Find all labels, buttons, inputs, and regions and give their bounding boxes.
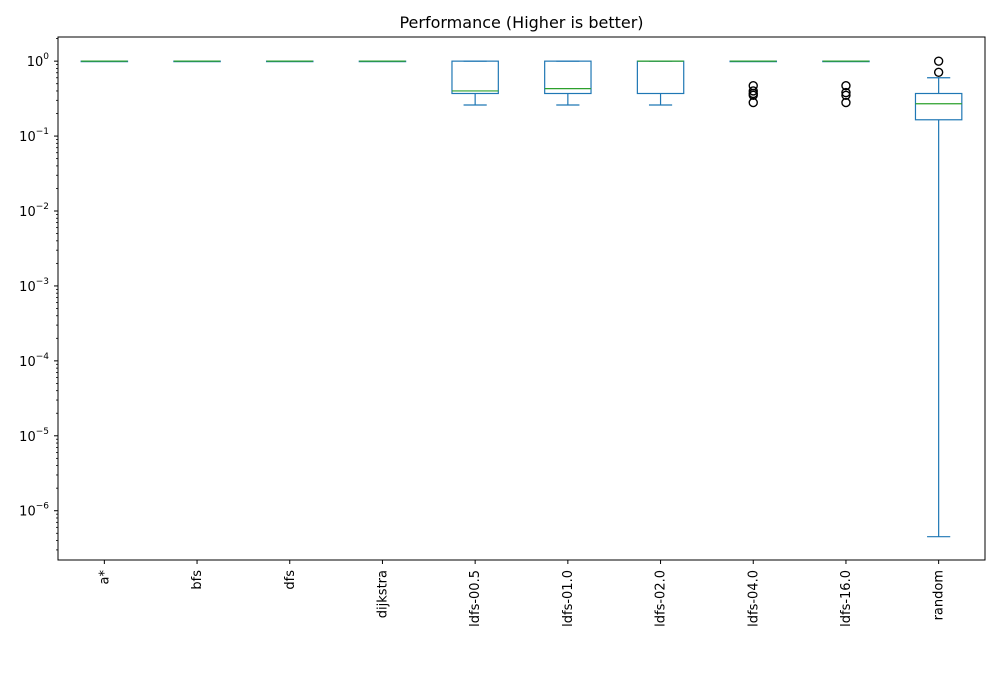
y-tick-base: 10 (19, 205, 36, 220)
y-tick-exponent: −5 (36, 427, 49, 437)
box-dfs (265, 60, 314, 63)
y-tick-label: 10−4 (19, 352, 49, 370)
x-tick-label: dijkstra (375, 570, 390, 618)
y-tick-label: 10−5 (19, 427, 49, 445)
box-iqr (636, 60, 685, 95)
outlier-point (841, 81, 851, 91)
y-tick-base: 10 (19, 430, 36, 445)
y-tick-exponent: −4 (36, 352, 50, 362)
box-a* (80, 60, 129, 63)
y-tick-exponent: −6 (36, 502, 50, 512)
y-tick-exponent: −2 (36, 202, 49, 212)
x-tick-label: ldfs-00.5 (468, 570, 483, 627)
axes-frame (57, 36, 986, 561)
box-ldfs-00.5 (451, 60, 499, 106)
box-ldfs-01.0 (544, 60, 592, 106)
outlier-point (748, 86, 758, 96)
box-bfs (173, 60, 221, 63)
outlier-point (841, 90, 851, 101)
y-tick-base: 10 (19, 505, 36, 520)
x-axis: a* bfs dfs dijkstra ldfs-00.5 ldfs-01.0 ldfs-0… (97, 560, 947, 627)
x-tick-label: ldfs-02.0 (654, 570, 669, 627)
y-tick-base: 10 (19, 130, 36, 145)
x-tick-label: dfs (283, 570, 298, 590)
y-tick-label: 10−2 (19, 202, 49, 220)
box-random (914, 56, 963, 538)
y-tick-exponent: 0 (43, 52, 49, 62)
box-ldfs-16.0 (822, 60, 870, 108)
y-tick-exponent: −3 (36, 277, 49, 287)
outlier-point (841, 97, 851, 108)
y-tick-base: 10 (27, 55, 44, 70)
y-tick-label: 10−3 (19, 277, 49, 295)
outlier-point (841, 87, 851, 98)
outlier-point (748, 90, 758, 101)
y-tick-base: 10 (19, 280, 36, 295)
outlier-point (748, 97, 758, 108)
outlier-point (933, 56, 944, 66)
box-iqr (914, 92, 963, 121)
y-tick-label: 10−1 (19, 127, 49, 145)
y-tick-label: 100 (27, 52, 50, 70)
x-tick-label: ldfs-04.0 (746, 570, 761, 627)
box-dijkstra (358, 60, 407, 63)
box-iqr (544, 60, 592, 95)
y-tick-label: 10−6 (19, 502, 49, 520)
y-tick-exponent: −1 (36, 127, 49, 137)
box-ldfs-04.0 (729, 60, 778, 108)
x-tick-label: ldfs-16.0 (839, 570, 854, 627)
plot-area (80, 56, 963, 538)
box-iqr (451, 60, 499, 95)
x-tick-label: random (932, 570, 947, 620)
x-tick-label: ldfs-01.0 (561, 570, 576, 627)
y-tick-base: 10 (19, 355, 36, 370)
box-ldfs-02.0 (636, 60, 685, 106)
chart-title: Performance (Higher is better) (399, 13, 643, 32)
x-tick-label: bfs (190, 570, 205, 590)
outlier-point (933, 67, 944, 77)
x-tick-label: a* (97, 570, 112, 585)
